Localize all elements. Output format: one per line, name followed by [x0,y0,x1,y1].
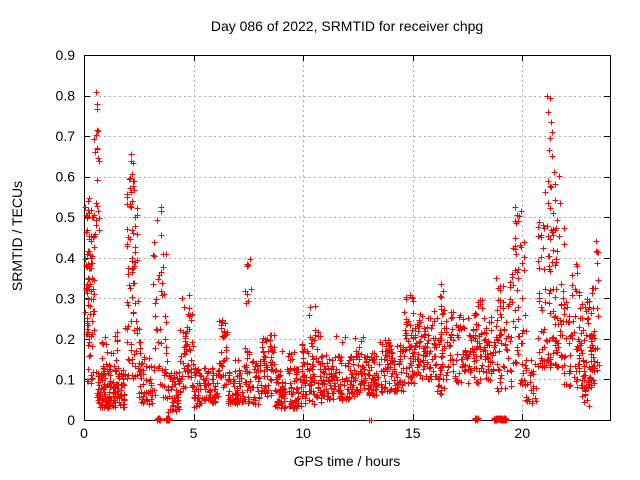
y-tick-label-0.6: 0.6 [56,169,76,185]
x-tick-label-10: 10 [295,425,311,441]
y-tick-label-0.2: 0.2 [56,331,76,347]
y-tick-label-0.9: 0.9 [56,47,76,63]
x-tick-label-20: 20 [515,425,531,441]
x-tick-label-0: 0 [80,425,88,441]
y-tick-label-0.4: 0.4 [56,250,76,266]
x-axis-label: GPS time / hours [293,453,401,469]
chart-title: Day 086 of 2022, SRMTID for receiver chp… [210,18,484,34]
y-tick-label-0.8: 0.8 [56,88,76,104]
x-tick-label-15: 15 [405,425,421,441]
y-tick-label-0.7: 0.7 [56,128,76,144]
x-tick-label-5: 5 [190,425,198,441]
scatter-points [82,89,603,424]
y-tick-label-0: 0 [67,412,75,428]
y-tick-label-0.5: 0.5 [56,209,76,225]
plot-frame [84,55,611,421]
y-tick-label-0.3: 0.3 [56,290,76,306]
y-tick-label-0.1: 0.1 [56,371,76,387]
